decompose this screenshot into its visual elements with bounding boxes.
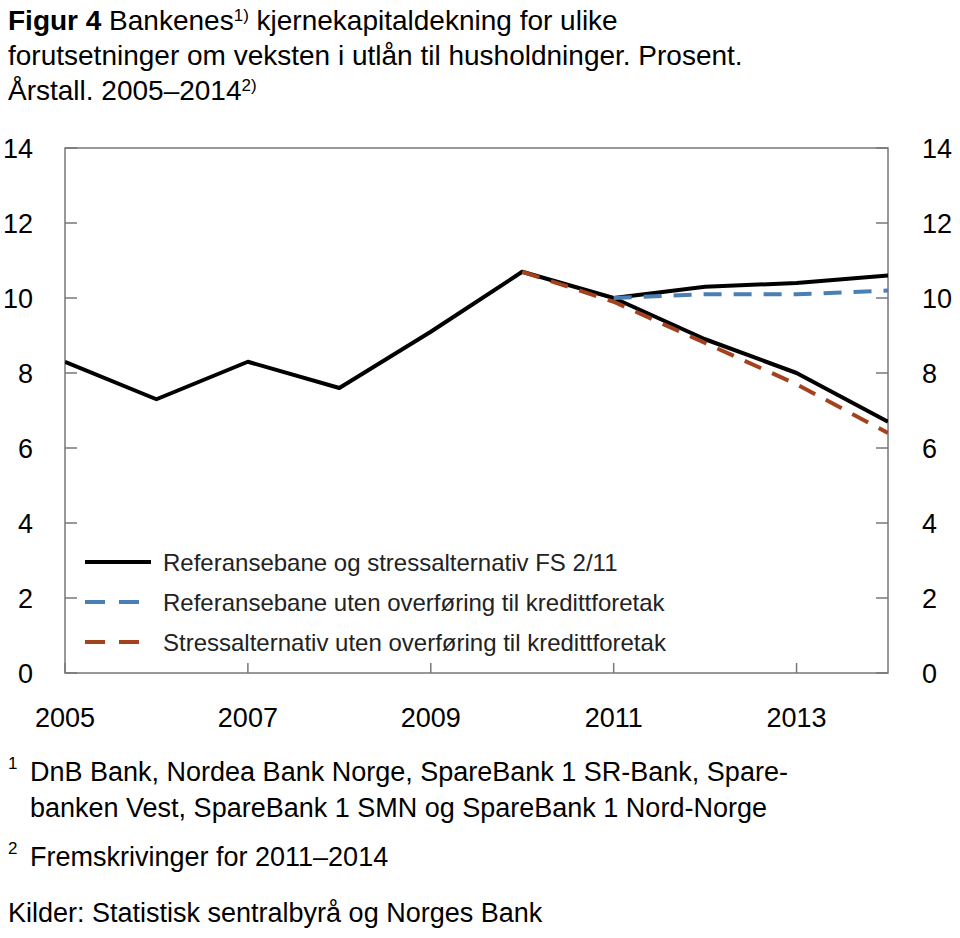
y2-tick <box>876 147 888 149</box>
y-tick <box>65 147 77 149</box>
series-line <box>522 272 888 433</box>
y2-tick-label: 4 <box>922 509 937 539</box>
title: Figur 4 Bankenes1) kjernekapitaldekning … <box>8 5 618 36</box>
y2-tick-label: 10 <box>922 284 952 314</box>
y2-tick <box>876 597 888 599</box>
y2-tick <box>876 447 888 449</box>
note-text: Fremskrivinger for 2011–2014 <box>30 842 388 872</box>
y-tick-label: 6 <box>18 434 33 464</box>
y-tick-label: 8 <box>18 359 33 389</box>
y-tick-label: 2 <box>18 584 33 614</box>
x-tick <box>796 663 798 673</box>
y-tick <box>65 447 77 449</box>
title-part: Årstall. 2005–2014 <box>8 75 242 106</box>
x-tick <box>613 663 615 673</box>
chart: Figur 4 Bankenes1) kjernekapitaldekning … <box>0 0 960 938</box>
y-tick-label: 14 <box>3 134 33 164</box>
x-tick-label: 2007 <box>218 703 278 733</box>
x-tick <box>430 663 432 673</box>
y-tick <box>65 372 77 374</box>
series-line <box>614 276 888 299</box>
series-line <box>614 291 888 299</box>
legend-label: Stressalternativ uten overføring til kre… <box>163 629 667 656</box>
y2-tick-label: 12 <box>922 209 952 239</box>
legend-swatch <box>85 560 151 564</box>
note-mark: 2 <box>8 839 17 858</box>
y2-tick <box>876 522 888 524</box>
title-part: Bankenes <box>101 5 233 36</box>
title-part: 2) <box>242 76 257 95</box>
y-tick <box>65 222 77 224</box>
y-tick-label: 4 <box>18 509 33 539</box>
title-part: 1) <box>234 6 249 25</box>
title-line: forutsetninger om veksten i utlån til hu… <box>8 40 743 71</box>
y-tick <box>65 597 77 599</box>
note-mark: 1 <box>8 754 17 773</box>
y2-tick <box>876 297 888 299</box>
y2-tick-label: 8 <box>922 359 937 389</box>
y-tick <box>65 522 77 524</box>
y2-tick-label: 0 <box>922 659 937 689</box>
series-line <box>65 272 888 422</box>
x-tick-label: 2011 <box>585 703 643 733</box>
title-part: kjernekapitaldekning for ulike <box>249 5 618 36</box>
y2-tick-label: 6 <box>922 434 937 464</box>
note-text: DnB Bank, Nordea Bank Norge, SpareBank 1… <box>30 757 788 787</box>
title-part: Figur 4 <box>8 5 102 36</box>
x-tick <box>64 663 66 673</box>
legend-label: Referansebane uten overføring til kredit… <box>163 589 666 616</box>
y-tick-label: 10 <box>3 284 33 314</box>
y2-tick-label: 2 <box>922 584 937 614</box>
title: Årstall. 2005–20142) <box>8 75 257 106</box>
note-text: banken Vest, SpareBank 1 SMN og SpareBan… <box>30 793 767 823</box>
y-tick <box>65 297 77 299</box>
legend-label: Referansebane og stressalternativ FS 2/1… <box>163 549 617 576</box>
legend-swatch <box>85 600 151 604</box>
y-tick-label: 12 <box>3 209 33 239</box>
plot-area <box>65 272 888 433</box>
y-tick-label: 0 <box>18 659 33 689</box>
plot-frame <box>65 148 888 673</box>
x-tick-label: 2005 <box>35 703 95 733</box>
y2-tick <box>876 222 888 224</box>
x-tick-label: 2009 <box>401 703 461 733</box>
y2-tick-label: 14 <box>922 134 952 164</box>
y2-tick <box>876 372 888 374</box>
x-tick-label: 2013 <box>767 703 827 733</box>
y-tick <box>65 672 77 674</box>
source: Kilder: Statistisk sentralbyrå og Norges… <box>8 898 543 928</box>
y2-tick <box>876 672 888 674</box>
x-tick <box>247 663 249 673</box>
legend-swatch <box>85 640 151 644</box>
